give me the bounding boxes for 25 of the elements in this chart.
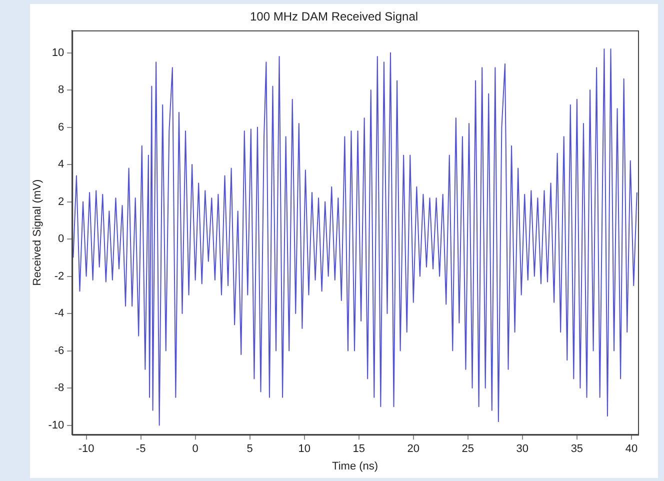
y-tick-label: 4: [58, 158, 64, 171]
x-axis-title: Time (ns): [332, 460, 378, 472]
x-tick-label: 30: [516, 443, 529, 456]
x-tick-label: 20: [407, 443, 420, 456]
y-tick-label: -8: [54, 382, 64, 394]
x-tick-label: -5: [136, 443, 146, 456]
y-axis-title: Received Signal (mV): [32, 179, 44, 286]
x-tick-label: -10: [78, 443, 94, 456]
y-tick-label: 10: [52, 46, 64, 59]
x-tick-label: 0: [192, 443, 198, 456]
x-tick-label: 35: [570, 443, 584, 456]
y-tick-label: -2: [54, 270, 64, 282]
y-tick-label: 2: [58, 196, 64, 208]
x-tick-label: 15: [352, 443, 365, 456]
y-tick-label: -4: [54, 308, 64, 320]
chart-title: 100 MHz DAM Received Signal: [250, 10, 418, 24]
x-tick-label: 10: [298, 443, 310, 456]
x-tick-label: 5: [246, 443, 253, 456]
y-tick-label: -10: [48, 419, 64, 432]
y-tick-label: 0: [58, 233, 64, 246]
x-tick-label: 25: [462, 443, 474, 456]
y-tick-label: 6: [58, 121, 64, 134]
y-tick-label: -6: [54, 344, 64, 357]
x-tick-label: 40: [625, 443, 638, 456]
y-tick-label: 8: [58, 84, 64, 96]
